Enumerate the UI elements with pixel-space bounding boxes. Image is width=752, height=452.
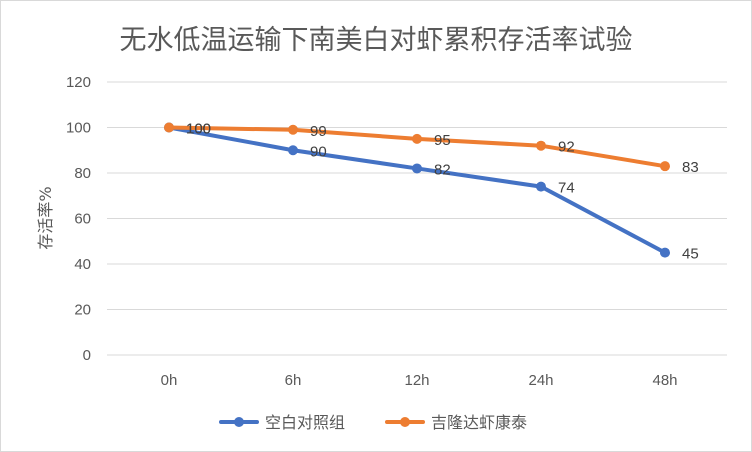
chart-title: 无水低温运输下南美白对虾累积存活率试验 [120,25,633,56]
legend-label: 吉隆达虾康泰 [431,413,527,432]
data-point [536,140,546,151]
data-label: 100 [186,121,211,138]
data-label: 83 [682,159,699,176]
data-point [288,124,298,135]
y-tick-label: 120 [66,74,91,91]
data-point [412,163,422,174]
data-label: 95 [434,132,451,149]
x-tick-label: 24h [528,372,553,389]
legend-label: 空白对照组 [265,413,345,432]
data-point [660,247,670,258]
series-line [167,125,667,169]
data-label: 99 [310,123,327,140]
data-point [412,133,422,144]
y-tick-label: 0 [83,347,91,364]
x-tick-label: 12h [404,372,429,389]
y-tick-label: 40 [74,256,91,273]
data-label: 45 [682,246,699,263]
data-point [536,181,546,192]
data-label: 100 [186,121,211,138]
y-tick-label: 80 [74,165,91,182]
data-point [660,161,670,172]
data-label: 82 [434,161,451,178]
x-axis-ticks: 0h 6h 12h 24h 48h [161,372,678,389]
data-label: 90 [310,143,327,160]
data-point [164,122,174,133]
y-tick-label: 60 [74,211,91,228]
legend-swatch-marker [400,417,410,427]
series-lines [164,122,670,258]
x-tick-label: 0h [161,372,178,389]
y-tick-label: 20 [74,302,91,319]
legend-swatch-marker [234,417,244,427]
series-line [167,125,667,255]
data-label: 74 [558,180,575,197]
legend: 空白对照组 吉隆达虾康泰 [219,413,527,432]
x-tick-label: 48h [652,372,677,389]
data-point [288,145,298,156]
y-axis-ticks: 0 20 40 60 80 100 120 [66,74,91,364]
y-axis-label: 存活率% [36,186,55,249]
data-label: 92 [558,139,575,156]
y-tick-label: 100 [66,120,91,137]
x-tick-label: 6h [285,372,302,389]
